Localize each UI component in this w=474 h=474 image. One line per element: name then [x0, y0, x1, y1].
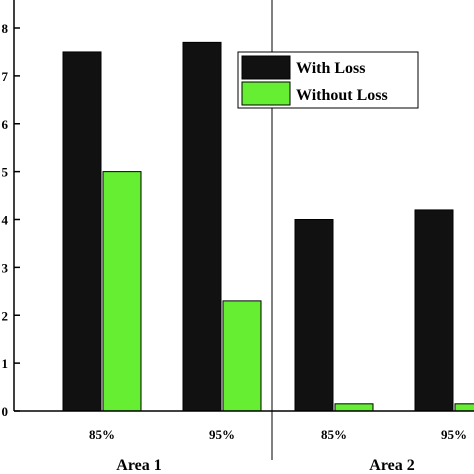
x-category-label: 85%: [89, 427, 115, 442]
y-ticks: 0 1 2 3 4 5 6 7 8: [2, 21, 20, 419]
bars-layer: [62, 41, 474, 412]
legend-label-with-loss: With Loss: [296, 60, 366, 77]
group-label-1: Area 2: [369, 457, 414, 474]
y-tick-label: 5: [2, 165, 9, 180]
y-tick-label: 2: [2, 308, 9, 323]
x-category-label: 95%: [209, 427, 235, 442]
y-tick-label: 7: [2, 69, 9, 84]
bar-without-loss-0: [102, 171, 142, 412]
bar-without-loss-2: [334, 403, 374, 412]
legend: With Loss Without Loss: [237, 51, 419, 109]
group-labels: Area 1 Area 2: [116, 457, 414, 474]
bar-with-loss-1: [182, 41, 222, 412]
y-tick-label: 6: [2, 117, 9, 132]
legend-swatch-without-loss: [241, 81, 291, 106]
x-category-label: 95%: [441, 427, 467, 442]
bar-without-loss-1: [222, 300, 262, 412]
x-category-labels: 85% 95% 85% 95%: [89, 427, 467, 442]
x-category-label: 85%: [321, 427, 347, 442]
legend-label-without-loss: Without Loss: [296, 87, 388, 104]
y-tick-label: 3: [2, 260, 9, 275]
y-tick-label: 8: [2, 21, 9, 36]
y-tick-label: 0: [2, 404, 9, 419]
y-tick-label: 1: [2, 356, 9, 371]
bar-without-loss-3: [454, 403, 474, 412]
legend-swatch-with-loss: [241, 55, 291, 80]
bar-with-loss-0: [62, 51, 102, 412]
y-tick-label: 4: [2, 213, 9, 228]
bar-with-loss-2: [294, 219, 334, 412]
bar-with-loss-3: [414, 209, 454, 412]
group-label-0: Area 1: [116, 457, 161, 474]
